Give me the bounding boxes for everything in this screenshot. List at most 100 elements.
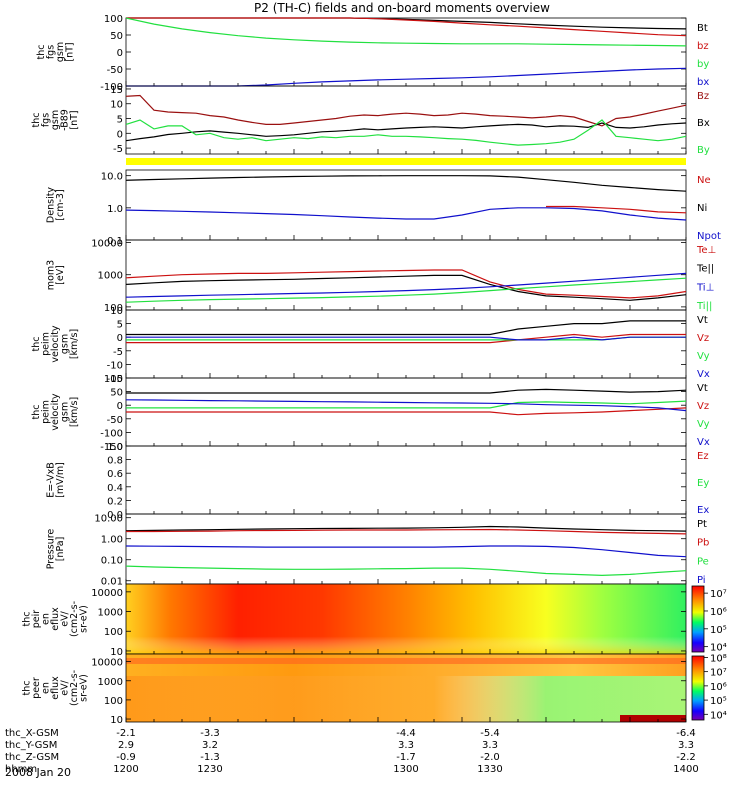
y-tick-label: 0.10 [101,556,123,567]
colorbar-peir_en_eflux [691,585,705,653]
y-tick-label: 100 [104,696,123,707]
y-tick-label: 10 [110,647,123,658]
legend-entry: Ti⊥ [696,282,714,293]
y-tick-label: 0.0 [107,510,123,521]
legend-entry: Pi [697,575,706,586]
y-axis-label: velocity [50,325,61,363]
panel-peir_en_eflux: 10⁷ 10⁶ 10⁵ 10⁴ 10000 1000 100 10 thcpeireneflux… [22,583,727,658]
y-tick-label: 10 [110,306,123,317]
y-axis-label: mom3 [45,260,56,290]
y-tick-label: -150 [100,442,123,453]
series-temperature-2 [125,272,687,298]
x-axis-value: -4.4 [396,728,416,739]
y-tick-label: 0 [117,401,123,412]
colorbar-label: 10⁸ [710,653,727,664]
series-density-0 [546,205,687,214]
panel-temperature: 10000 1000 100 mom3[eV] Te⊥ Te|| Ti⊥ Ti|| [45,239,716,314]
y-tick-label: 1.00 [101,535,123,546]
legend-entry: Bx [697,118,710,129]
y-axis-label: en [41,613,52,625]
legend-entry: Pt [697,519,707,530]
y-tick-label: 10 [110,100,123,111]
colorbar-label: 10⁶ [710,682,727,693]
series-fgs_gsm_r-2 [125,119,687,146]
y-tick-label: 1000 [98,608,123,619]
date-label: 2008 Jan 20 [5,766,71,779]
series-velocity_gsm2-3 [125,399,687,412]
panel-frame [125,513,687,585]
legend-entry: By [697,145,710,156]
y-tick-label: -5 [113,347,123,358]
y-axis-label: [km/s] [69,329,80,359]
y-tick-label: 10 [110,715,123,726]
y-axis-label: [nT] [64,42,75,61]
y-axis-label: thc [22,681,33,696]
y-axis-label: eV/ [60,610,71,626]
spectrogram-electron-low [620,715,686,722]
legend-entry: Vz [697,333,709,344]
y-axis-label: [eV] [55,265,66,285]
colorbar-label: 10⁷ [710,589,727,600]
y-axis-label: sr-eV) [79,605,90,633]
quality-flag-bar [126,158,686,165]
legend-entry: Te|| [696,264,714,275]
y-axis-label: gsm [55,42,66,62]
panel-pressure: 10.00 1.00 0.10 0.01 Pressure[nPa] Pt Pb Pe Pi [45,513,709,588]
series-velocity_gsm2-0 [126,388,687,394]
legend-entry: Vy [697,351,710,362]
spectrogram-electron-overlay [126,676,686,722]
x-axis-value: -2.1 [116,728,136,739]
y-axis-label: eflux [50,676,61,700]
y-tick-label: 0.6 [107,469,123,480]
legend-entry: Vt [697,383,708,394]
legend-entry: bz [697,41,709,52]
series-velocity_gsm-0 [126,320,686,336]
y-tick-label: 0.2 [107,496,123,507]
legend-entry: Ey [697,478,709,489]
y-tick-label: 10000 [91,239,123,250]
panel-efield: 1.0 0.8 0.6 0.4 0.2 0.0 E=-VxB[mV/m] Ez Ey Ex [45,442,709,521]
panel-velocity_gsm2: 100 50 0 -50 -100 -150 thcpeimvelocitygsm[km/s… [31,374,710,453]
panel-frame [125,445,687,515]
panel-peer_en_eflux: 10⁸ 10⁷ 10⁶ 10⁵ 10⁴ 10000 1000 100 10 thcpeerenef… [22,653,727,726]
y-tick-label: 1.0 [107,442,123,453]
x-axis-value: 1330 [477,764,502,775]
y-axis-label: velocity [50,393,61,431]
colorbar-label: 10⁴ [710,710,727,721]
y-tick-label: 1000 [98,677,123,688]
x-axis-value: 3.2 [202,740,218,751]
panel-frame [125,169,687,241]
y-tick-label: 10.00 [94,514,123,525]
panel-frame [125,309,687,379]
x-axis-value: -1.7 [396,752,416,763]
y-tick-label: 0.1 [107,236,123,247]
y-tick-label: -5 [113,144,123,155]
legend-entry: Te⊥ [696,245,716,256]
y-axis-label: [cm-3] [55,189,66,220]
y-axis-label: [mV/m] [55,462,66,498]
legend-entry: Vx [697,437,710,448]
x-axis-value: -0.9 [116,752,136,763]
legend-entry: Bz [697,91,709,102]
y-tick-label: 1.0 [107,204,123,215]
x-axis-row-label: thc_X-GSM [5,728,59,739]
legend-entry: Ni [697,203,707,214]
x-axis-value: 3.3 [678,740,694,751]
y-tick-label: 5 [117,320,123,331]
series-pressure-1 [126,528,687,535]
y-tick-label: 15 [110,85,123,96]
series-temperature-1 [125,274,687,301]
y-axis-label: gsm [60,402,71,422]
y-tick-label: -100 [100,82,123,93]
y-tick-label: -50 [107,65,123,76]
y-axis-label: Density [45,187,56,223]
spectrogram-electron-band [126,658,686,664]
y-tick-label: 50 [110,388,123,399]
legend-entry: by [697,59,709,70]
y-axis-label: Pressure [45,529,56,570]
x-axis-value: 1400 [673,764,698,775]
series-fgs_gsm-1 [126,17,687,37]
